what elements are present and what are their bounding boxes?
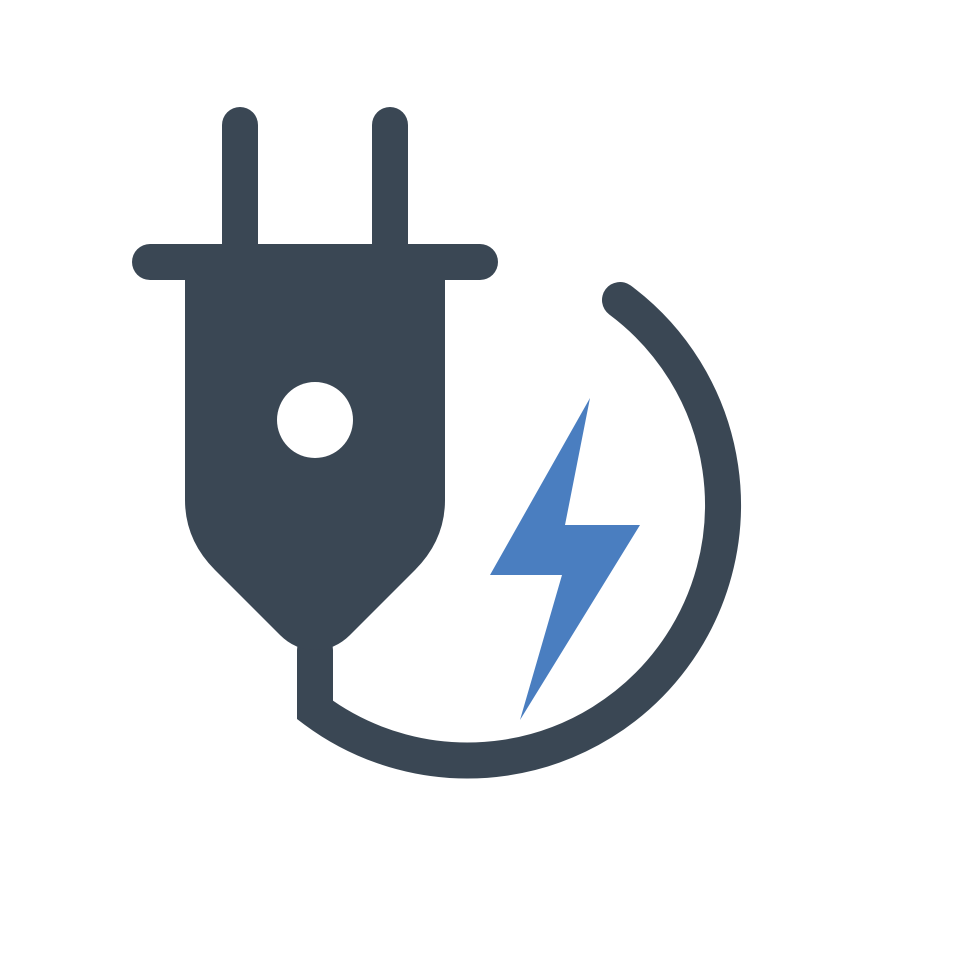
power-plug-energy-icon — [0, 0, 980, 980]
plug-hole — [277, 382, 353, 458]
lightning-bolt-icon — [490, 398, 640, 720]
